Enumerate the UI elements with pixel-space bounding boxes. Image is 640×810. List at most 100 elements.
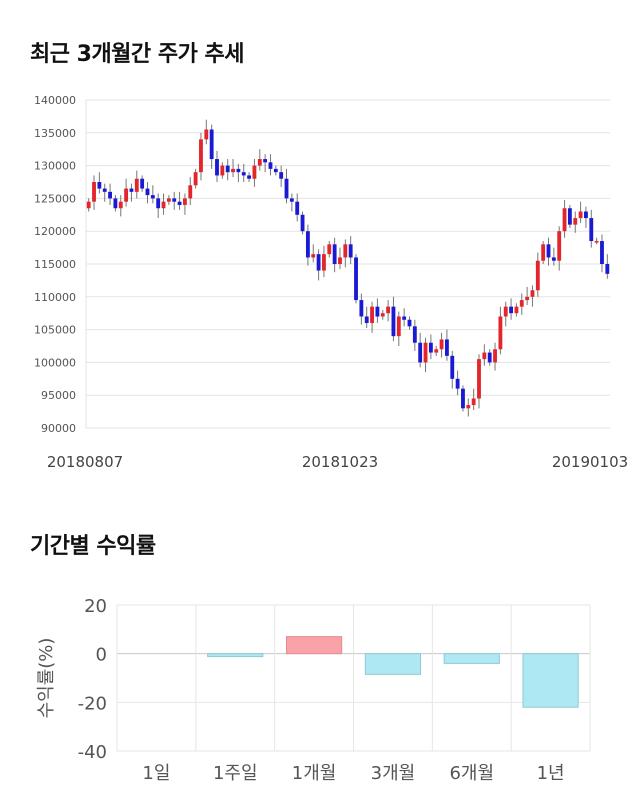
candle: [375, 298, 380, 324]
candle: [594, 237, 599, 245]
candle: [263, 154, 268, 173]
candle: [97, 172, 102, 194]
y-tick-label: 0: [96, 645, 107, 666]
candle: [188, 177, 193, 205]
candle: [247, 172, 252, 182]
candle: [145, 182, 150, 204]
candle: [252, 159, 257, 187]
candle: [305, 224, 310, 266]
candle: [113, 195, 118, 212]
candle: [487, 349, 492, 366]
candle: [573, 211, 578, 233]
candle: [535, 252, 540, 297]
candle: [311, 244, 316, 263]
y-tick-label: 135000: [34, 127, 76, 140]
candle: [364, 306, 369, 328]
candle: [498, 306, 503, 355]
candle: [605, 254, 610, 279]
candle: [359, 293, 364, 325]
bar: [207, 653, 264, 658]
candle: [428, 334, 433, 360]
y-tick-label: 95000: [41, 389, 76, 402]
candle: [514, 303, 519, 317]
x-tick-label: 1일: [142, 763, 170, 784]
candle: [241, 163, 246, 182]
y-axis-label: 수익률(%): [36, 638, 57, 719]
candle: [295, 193, 300, 222]
candle: [322, 245, 326, 278]
candle: [402, 308, 407, 327]
candle: [129, 183, 134, 202]
bar: [285, 636, 343, 655]
candle: [134, 170, 139, 199]
candle: [156, 193, 161, 219]
y-tick-label: -40: [78, 742, 107, 763]
candle: [578, 201, 583, 223]
candle: [541, 241, 546, 264]
x-tick-label: 20181023: [302, 453, 378, 471]
candle: [482, 344, 487, 366]
bar: [522, 653, 579, 708]
y-tick-label: 100000: [34, 356, 76, 369]
candle: [150, 185, 155, 204]
candle: [525, 286, 530, 305]
candle: [177, 191, 182, 210]
candle: [354, 254, 358, 304]
bar: [443, 653, 500, 664]
y-tick-label: 110000: [34, 291, 76, 304]
candle: [461, 385, 465, 412]
candle: [519, 293, 524, 315]
period-returns-title: 기간별 수익률: [30, 534, 156, 559]
candle: [268, 154, 273, 176]
candle: [102, 183, 107, 202]
candle: [407, 316, 412, 330]
candle: [108, 183, 112, 205]
bar: [364, 653, 422, 675]
candle: [584, 206, 588, 228]
candle: [546, 237, 551, 266]
candle: [332, 237, 337, 273]
candle: [423, 337, 428, 373]
y-tick-label: -20: [78, 693, 107, 714]
candle: [86, 198, 91, 212]
price-trend-title: 최근 3개월간 주가 추세: [30, 42, 244, 67]
candle: [557, 226, 562, 271]
y-tick-label: 20: [84, 596, 107, 617]
x-tick-label: 1주일: [213, 763, 258, 784]
x-tick-label: 1년: [537, 763, 565, 784]
x-tick-label: 20190103: [552, 453, 628, 471]
candle: [600, 234, 604, 273]
candle: [471, 388, 476, 410]
candle: [551, 247, 556, 266]
y-tick-label: 105000: [34, 324, 76, 337]
candle: [172, 191, 177, 210]
candle: [118, 195, 123, 217]
x-tick-label: 1개월: [292, 763, 337, 784]
candle: [236, 163, 241, 182]
candlestick-chart: 90000 95000 100000 105000 110000 115000 120000…: [34, 94, 628, 471]
candle: [220, 162, 225, 179]
candle: [444, 329, 449, 361]
candle: [327, 241, 332, 258]
candle: [589, 209, 594, 248]
y-tick-label: 140000: [34, 94, 76, 107]
candle: [503, 301, 508, 327]
candle: [289, 193, 294, 212]
candle: [509, 298, 514, 320]
y-tick-label: 125000: [34, 192, 76, 205]
candle: [439, 332, 444, 358]
x-tick-label: 20180807: [47, 453, 123, 471]
candle: [567, 204, 572, 228]
candle: [396, 311, 401, 346]
y-tick-label: 130000: [34, 160, 76, 173]
candle: [316, 249, 321, 281]
candle: [161, 193, 166, 215]
candle: [182, 193, 187, 215]
candle: [140, 175, 145, 192]
y-tick-label: 115000: [34, 258, 76, 271]
x-tick-label: 6개월: [449, 763, 494, 784]
candle: [279, 165, 284, 187]
candle: [370, 301, 374, 333]
candle: [386, 300, 391, 322]
